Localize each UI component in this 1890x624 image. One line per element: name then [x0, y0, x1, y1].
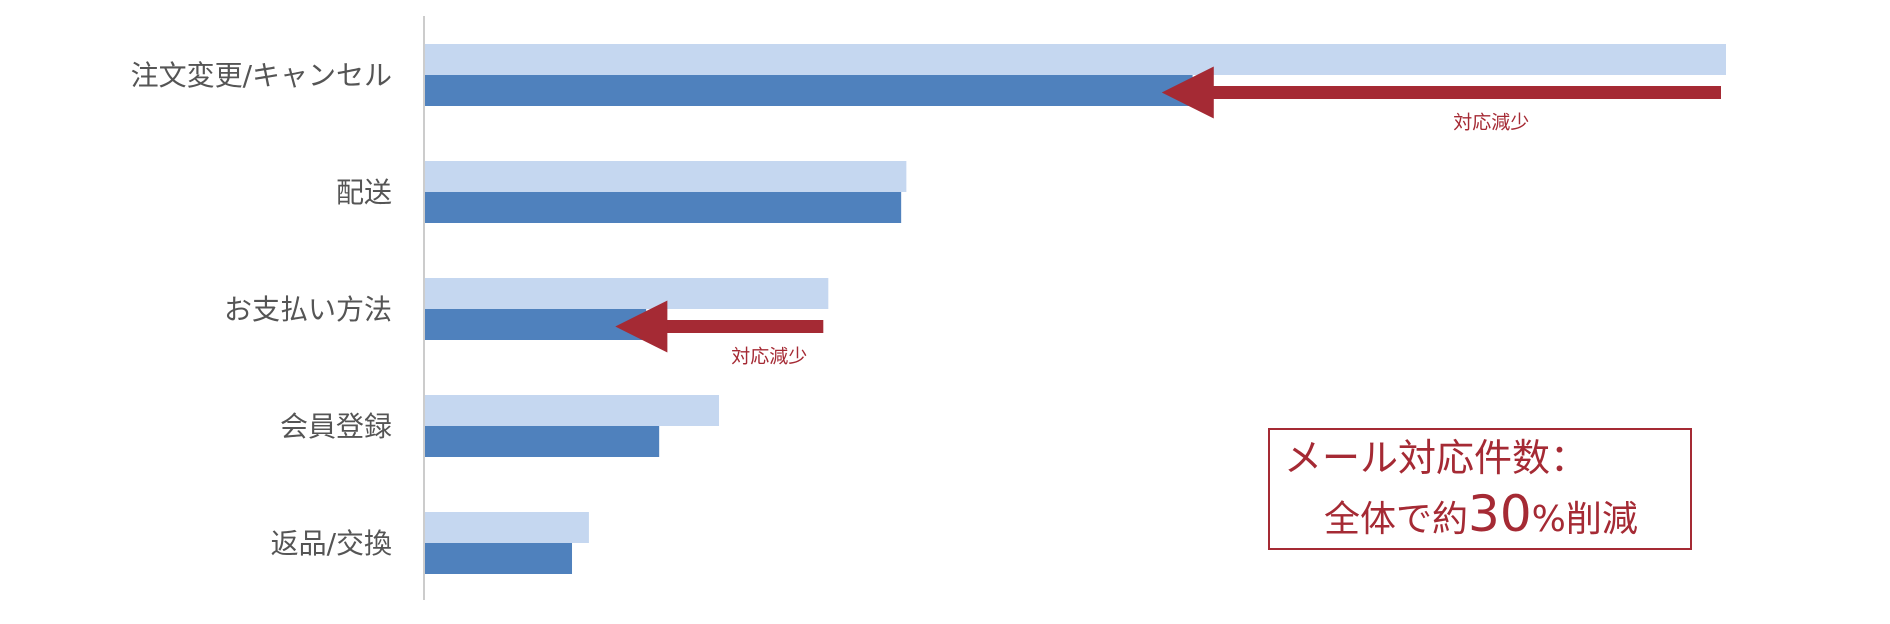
bar-after-3: [425, 426, 660, 457]
bar-after-4: [425, 543, 573, 574]
summary-callout: メール対応件数： 全体で約30%削減: [1268, 428, 1692, 550]
reduction-label-1: 対応減少: [731, 346, 807, 368]
callout-suffix: %削減: [1531, 499, 1638, 540]
bar-after-1: [425, 192, 902, 223]
bar-before-4: [425, 512, 589, 543]
bar-before-2: [425, 278, 829, 309]
category-label-1: 配送: [336, 176, 392, 209]
category-label-3: 会員登録: [280, 410, 392, 443]
callout-line2: 全体で約30%削減: [1324, 484, 1638, 544]
bar-after-0: [425, 75, 1193, 106]
callout-number: 30: [1468, 485, 1532, 543]
callout-line1: メール対応件数：: [1284, 436, 1589, 480]
bar-before-1: [425, 161, 907, 192]
reduction-label-0: 対応減少: [1453, 112, 1529, 134]
bar-after-2: [425, 309, 647, 340]
callout-prefix: 全体で約: [1324, 499, 1469, 540]
bars-group: [425, 44, 1726, 574]
bar-before-3: [425, 395, 720, 426]
category-label-4: 返品/交換: [271, 527, 392, 560]
category-label-2: お支払い方法: [224, 293, 392, 326]
bar-before-0: [425, 44, 1726, 75]
category-label-0: 注文変更/キャンセル: [131, 59, 392, 92]
